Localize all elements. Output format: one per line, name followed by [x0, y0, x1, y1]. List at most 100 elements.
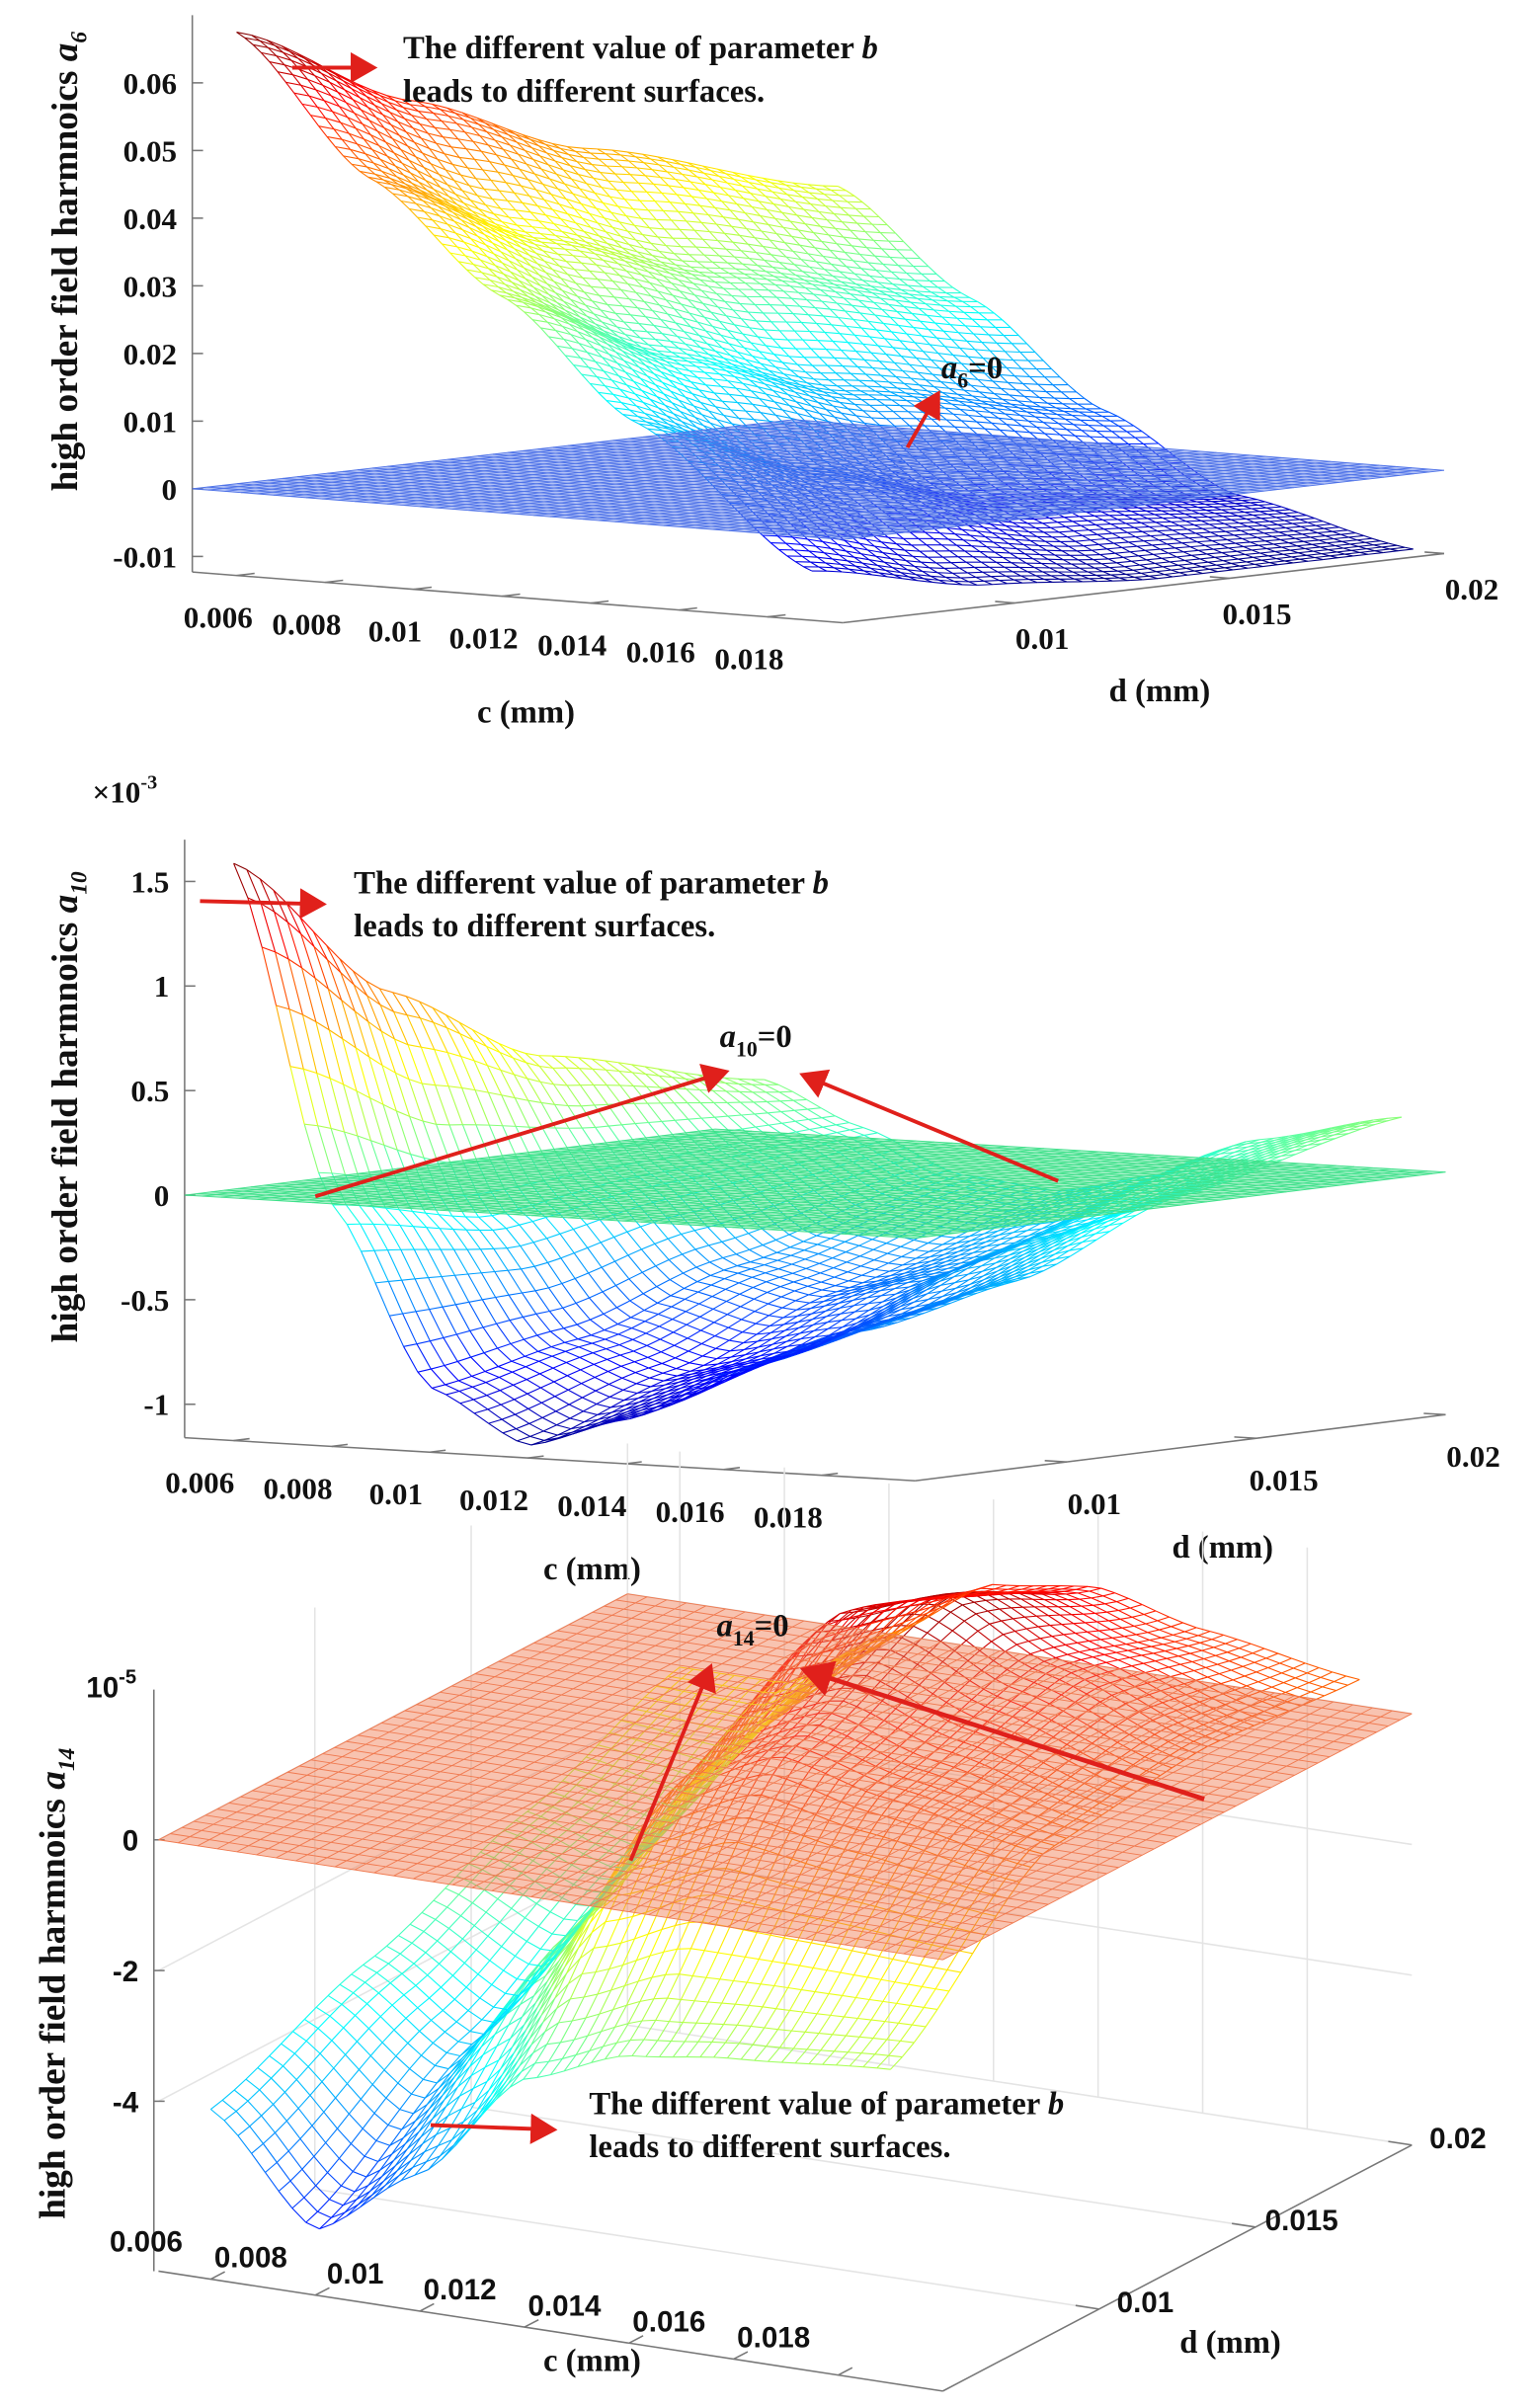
mesh-segment: [1250, 540, 1266, 543]
mesh-segment: [688, 254, 698, 263]
mesh-segment: [1231, 561, 1247, 564]
mesh-segment: [1256, 536, 1266, 542]
mesh-segment: [684, 384, 699, 391]
mesh-segment: [1075, 540, 1085, 547]
mesh-segment: [885, 418, 896, 427]
mesh-segment: [892, 411, 902, 420]
mesh-segment: [447, 196, 464, 204]
mesh-segment: [419, 189, 436, 198]
mesh-segment: [1243, 544, 1259, 547]
mesh-segment: [582, 147, 598, 150]
mesh-segment: [541, 294, 551, 304]
mesh-segment: [556, 345, 566, 357]
mesh-segment: [326, 136, 336, 147]
mesh-segment: [1246, 559, 1262, 563]
mesh-segment: [572, 348, 588, 354]
mesh-segment: [900, 404, 916, 407]
mesh-segment: [448, 237, 464, 243]
mesh-segment: [1067, 536, 1076, 542]
mesh-segment: [658, 407, 674, 415]
mesh-segment: [834, 357, 850, 360]
mesh-segment: [1033, 519, 1043, 524]
mesh-segment: [647, 428, 657, 435]
mesh-segment: [1118, 526, 1135, 529]
mesh-segment: [562, 325, 578, 333]
mesh-segment: [1098, 542, 1114, 545]
mesh-segment: [323, 100, 333, 113]
mesh-segment: [571, 308, 581, 318]
mesh-segment: [630, 419, 647, 423]
mesh-segment: [298, 69, 308, 80]
mesh-segment: [1174, 537, 1189, 540]
mesh-segment: [1150, 534, 1167, 537]
mesh-segment: [457, 261, 467, 271]
mesh-segment: [776, 535, 786, 544]
mesh-segment: [709, 231, 719, 242]
mesh-segment: [714, 392, 730, 395]
mesh-segment: [1133, 526, 1143, 532]
mesh-segment: [1149, 525, 1165, 527]
mesh-segment: [514, 248, 524, 258]
mesh-segment: [362, 122, 378, 132]
mesh-segment: [851, 385, 861, 392]
mesh-segment: [662, 381, 672, 392]
mesh-segment: [1143, 540, 1153, 546]
mesh-segment: [719, 255, 735, 258]
mesh-segment: [777, 312, 787, 323]
mesh-segment: [622, 414, 638, 418]
mesh-segment: [355, 127, 371, 136]
mesh-segment: [236, 32, 246, 39]
mesh-segment: [407, 196, 424, 201]
mesh-segment: [276, 54, 292, 61]
mesh-segment: [1065, 524, 1082, 527]
mesh-segment: [596, 376, 606, 386]
mesh-segment: [1172, 528, 1188, 531]
mesh-segment: [490, 179, 507, 184]
mesh-segment: [635, 405, 646, 414]
mesh-segment: [445, 169, 455, 181]
mesh-segment: [832, 558, 842, 565]
mesh-segment: [799, 305, 809, 316]
mesh-segment: [637, 357, 647, 366]
mesh-segment: [332, 111, 348, 119]
mesh-segment: [508, 260, 519, 271]
mesh-segment: [1213, 548, 1223, 554]
mesh-segment: [593, 348, 603, 359]
mesh-segment: [1298, 550, 1314, 554]
mesh-segment: [622, 350, 638, 359]
mesh-segment: [737, 511, 747, 521]
mesh-segment: [577, 295, 587, 306]
mesh-segment: [407, 145, 423, 154]
mesh-segment: [644, 412, 660, 419]
mesh-segment: [374, 173, 384, 181]
mesh-segment: [584, 329, 601, 338]
mesh-segment: [814, 306, 831, 310]
mesh-segment: [670, 390, 687, 398]
mesh-segment: [401, 162, 411, 174]
mesh-segment: [556, 345, 573, 350]
mesh-segment: [1217, 569, 1234, 573]
mesh-segment: [662, 430, 672, 437]
mesh-segment: [791, 297, 807, 301]
mesh-segment: [1065, 525, 1075, 532]
mesh-segment: [516, 304, 531, 309]
mesh-segment: [396, 109, 412, 117]
mesh-segment: [615, 352, 625, 361]
mesh-segment: [1225, 530, 1235, 536]
mesh-segment: [676, 429, 691, 436]
mesh-segment: [1058, 531, 1068, 537]
mesh-segment: [538, 314, 555, 320]
mesh-segment: [466, 269, 482, 274]
mesh-segment: [748, 311, 764, 314]
mesh-segment: [562, 325, 572, 335]
mesh-segment: [686, 408, 696, 418]
mesh-segment: [1034, 517, 1050, 521]
mesh-segment: [770, 321, 780, 332]
mesh-segment: [813, 378, 830, 381]
mesh-segment: [504, 283, 514, 292]
mesh-segment: [873, 545, 884, 553]
mesh-segment: [384, 186, 400, 191]
mesh-segment: [593, 313, 603, 323]
mesh-segment: [1020, 575, 1029, 581]
mesh-segment: [445, 212, 455, 222]
